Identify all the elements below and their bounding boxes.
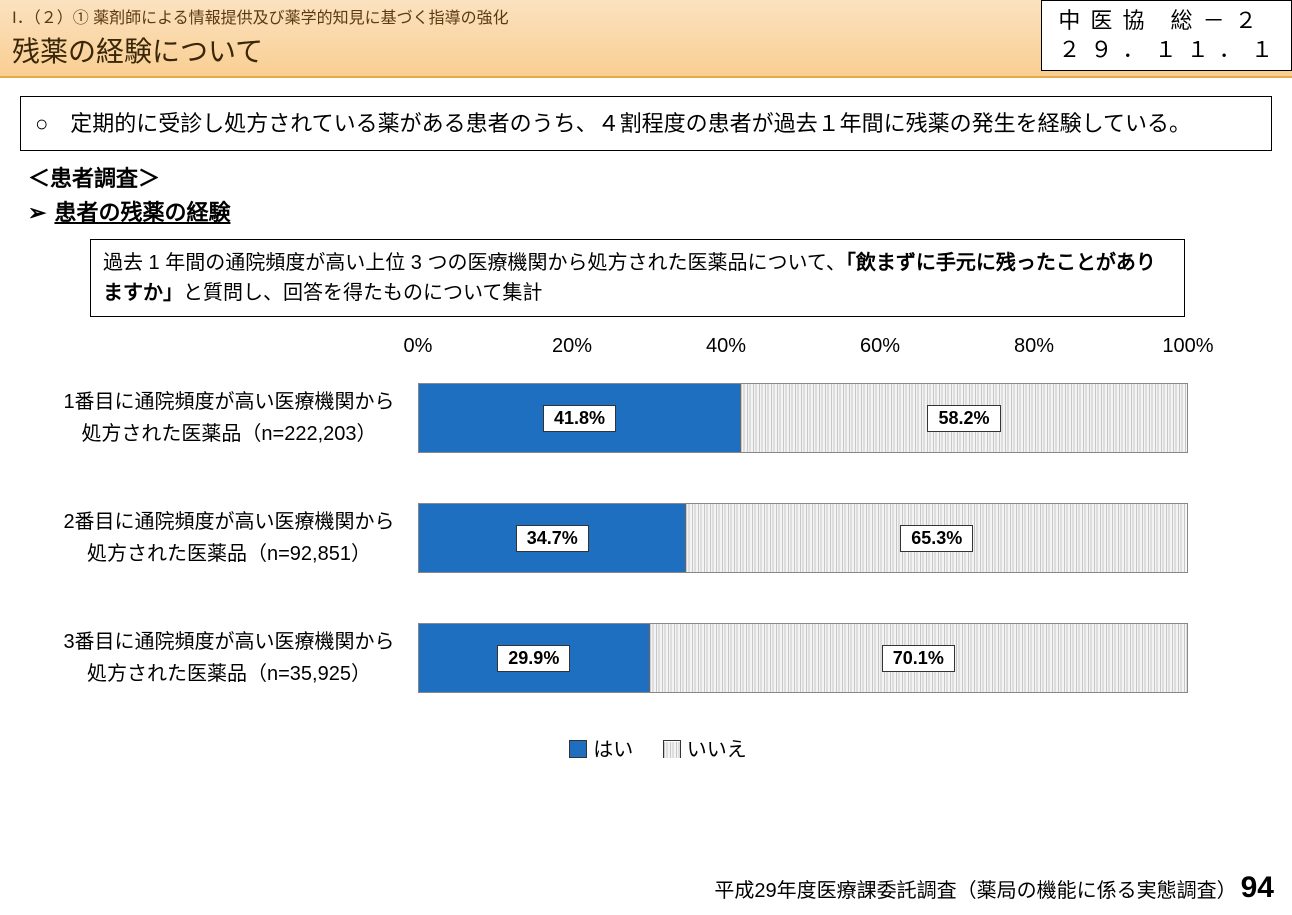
summary-box: ○ 定期的に受診し処方されている薬がある患者のうち、４割程度の患者が過去１年間に…: [20, 96, 1272, 151]
chart-row: 3番目に通院頻度が高い医療機関から処方された医薬品（n=35,925）29.9%…: [50, 613, 1210, 703]
row-label: 3番目に通院頻度が高い医療機関から処方された医薬品（n=35,925）: [50, 626, 418, 690]
doc-id-line1: 中 医 協 総 － ２: [1058, 7, 1275, 36]
value-label-yes: 29.9%: [497, 645, 570, 672]
section-subtitle: ➢ 患者の残薬の経験: [28, 195, 1292, 227]
value-label-no: 65.3%: [900, 525, 973, 552]
bar-track: 34.7% 65.3%: [418, 503, 1188, 573]
document-id-box: 中 医 協 総 － ２ ２ ９ ． １ １ ． １: [1041, 0, 1292, 71]
page-number: 94: [1241, 871, 1274, 904]
legend-swatch-no: [663, 740, 681, 758]
question-post: と質問し、回答を得たものについて集計: [183, 282, 542, 304]
bar-segment-yes: 34.7%: [419, 504, 685, 572]
section-label: ＜患者調査＞: [28, 161, 1292, 193]
row-label: 2番目に通院頻度が高い医療機関から処方された医薬品（n=92,851）: [50, 506, 418, 570]
x-tick-label: 60%: [860, 335, 900, 358]
source-text: 平成29年度医療課委託調査（薬局の機能に係る実態調査）: [714, 880, 1236, 902]
value-label-no: 58.2%: [927, 405, 1000, 432]
bar-chart: 0% 20% 40% 60% 80% 100% 1番目に通院頻度が高い医療機関から処方され…: [50, 335, 1210, 703]
section-subtitle-text: 患者の残薬の経験: [54, 200, 230, 225]
chart-row: 2番目に通院頻度が高い医療機関から処方された医薬品（n=92,851）34.7%…: [50, 493, 1210, 583]
source-citation: 平成29年度医療課委託調査（薬局の機能に係る実態調査）94: [714, 871, 1274, 905]
chart-rows: 1番目に通院頻度が高い医療機関から処方された医薬品（n=222,203）41.8…: [50, 373, 1210, 703]
value-label-no: 70.1%: [882, 645, 955, 672]
question-box: 過去 1 年間の通院頻度が高い上位 3 つの医療機関から処方された医薬品について…: [90, 239, 1185, 317]
legend-label-yes: はい: [593, 739, 633, 761]
x-tick-label: 20%: [552, 335, 592, 358]
legend-swatch-yes: [569, 740, 587, 758]
bar-segment-yes: 41.8%: [419, 384, 740, 452]
value-label-yes: 34.7%: [516, 525, 589, 552]
x-tick-label: 40%: [706, 335, 746, 358]
value-label-yes: 41.8%: [543, 405, 616, 432]
x-axis-labels: 0%20%40%60%80%100%: [418, 335, 1188, 363]
x-tick-label: 100%: [1162, 335, 1213, 358]
legend-label-no: いいえ: [687, 739, 747, 761]
bullet-arrow-icon: ➢: [28, 200, 46, 225]
bar-track: 41.8% 58.2%: [418, 383, 1188, 453]
x-tick-label: 80%: [1014, 335, 1054, 358]
bar-segment-no: 70.1%: [649, 624, 1187, 692]
chart-row: 1番目に通院頻度が高い医療機関から処方された医薬品（n=222,203）41.8…: [50, 373, 1210, 463]
bar-segment-yes: 29.9%: [419, 624, 649, 692]
row-label: 1番目に通院頻度が高い医療機関から処方された医薬品（n=222,203）: [50, 386, 418, 450]
slide-header: Ⅰ．（２）① 薬剤師による情報提供及び薬学的知見に基づく指導の強化 残薬の経験に…: [0, 0, 1292, 78]
doc-id-line2: ２ ９ ． １ １ ． １: [1058, 36, 1275, 65]
x-tick-label: 0%: [404, 335, 433, 358]
bar-track: 29.9% 70.1%: [418, 623, 1188, 693]
question-pre: 過去 1 年間の通院頻度が高い上位 3 つの医療機関から処方された医薬品について…: [103, 252, 846, 274]
bar-segment-no: 58.2%: [740, 384, 1187, 452]
bar-segment-no: 65.3%: [685, 504, 1187, 572]
chart-legend: はい いいえ: [0, 733, 1292, 762]
